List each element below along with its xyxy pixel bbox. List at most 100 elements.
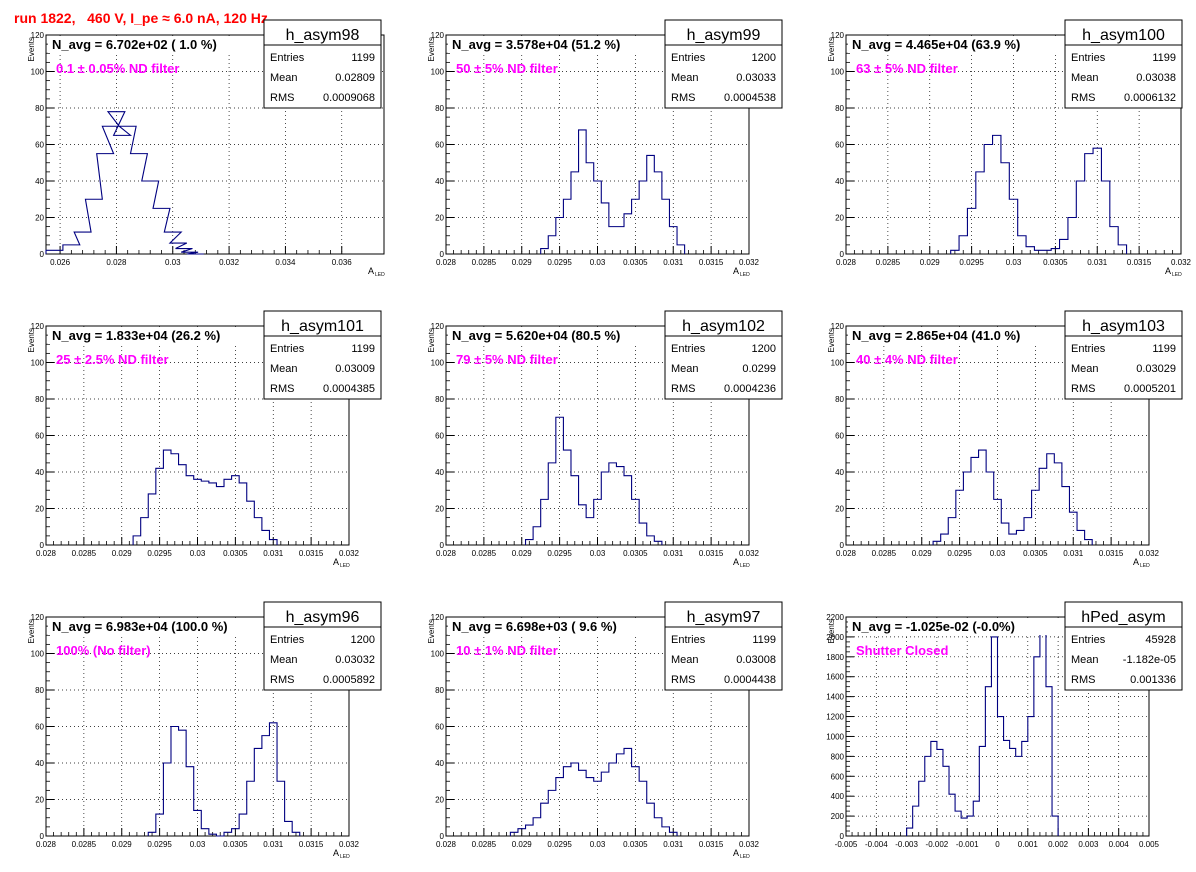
y-tick-label: 100 bbox=[431, 650, 445, 659]
x-tick-label: 0.0285 bbox=[472, 840, 497, 849]
panel-h_asym102: 0.028 0.0285 0.029 0.0295 0.03 0.0305 0.031 0.0… bbox=[427, 310, 783, 569]
y-tick-label: 40 bbox=[35, 468, 44, 477]
x-tick-label: 0.031 bbox=[663, 258, 684, 267]
x-tick-label: 0.032 bbox=[739, 840, 760, 849]
stats-value: 0.0006132 bbox=[1124, 92, 1176, 104]
x-tick-label: 0.0285 bbox=[72, 549, 97, 558]
stats-key: RMS bbox=[270, 383, 294, 395]
filter-label: 40 ± 4% ND filter bbox=[856, 352, 958, 367]
stats-value: 1199 bbox=[1152, 343, 1176, 355]
x-tick-label: 0.032 bbox=[339, 549, 360, 558]
x-tick-label: 0.001 bbox=[1018, 840, 1039, 849]
stats-value: 1199 bbox=[1152, 52, 1176, 64]
panel-h_asym97: 0.028 0.0285 0.029 0.0295 0.03 0.0305 0.031 0.0… bbox=[427, 601, 783, 860]
stats-key: Entries bbox=[270, 52, 305, 64]
x-tick-label: 0.03 bbox=[190, 549, 206, 558]
x-tick-label: 0.0305 bbox=[623, 258, 648, 267]
y-axis-label: Events bbox=[427, 328, 436, 352]
navg-box bbox=[448, 618, 670, 635]
x-tick-label: 0.0305 bbox=[1043, 258, 1068, 267]
stats-value: 0.03033 bbox=[736, 72, 776, 84]
stats-key: Mean bbox=[270, 72, 298, 84]
x-tick-label: 0.028 bbox=[836, 549, 857, 558]
x-tick-label: 0.0315 bbox=[1127, 258, 1152, 267]
x-tick-label: 0.031 bbox=[1087, 258, 1108, 267]
y-tick-label: 80 bbox=[35, 104, 44, 113]
stats-key: RMS bbox=[671, 674, 695, 686]
x-tick-label: 0.0295 bbox=[959, 258, 984, 267]
y-tick-label: 120 bbox=[31, 613, 45, 622]
y-tick-label: 120 bbox=[431, 613, 445, 622]
x-tick-label: 0.0305 bbox=[223, 549, 248, 558]
stats-key: Mean bbox=[671, 72, 699, 84]
y-tick-label: 40 bbox=[35, 759, 44, 768]
stats-value: 0.0004538 bbox=[724, 92, 776, 104]
y-tick-label: 80 bbox=[435, 395, 444, 404]
stats-title: h_asym101 bbox=[281, 318, 364, 335]
x-tick-label: 0.0305 bbox=[223, 840, 248, 849]
stats-value: 0.001336 bbox=[1130, 674, 1176, 686]
y-axis-label: Events bbox=[827, 328, 836, 352]
y-tick-label: 40 bbox=[435, 177, 444, 186]
stats-value: 0.02809 bbox=[335, 72, 375, 84]
stats-title: h_asym98 bbox=[286, 27, 360, 44]
y-axis-label: Events bbox=[27, 328, 36, 352]
histogram-series bbox=[932, 449, 1093, 545]
stats-value: 1199 bbox=[752, 634, 776, 646]
histogram-series bbox=[509, 747, 678, 836]
stats-box bbox=[664, 310, 783, 400]
filter-label: Shutter Closed bbox=[856, 643, 949, 658]
x-tick-label: -0.001 bbox=[956, 840, 979, 849]
y-axis-label: Events bbox=[427, 37, 436, 61]
y-tick-label: 40 bbox=[835, 468, 844, 477]
x-tick-label: 0.031 bbox=[1063, 549, 1084, 558]
x-tick-label: 0.0295 bbox=[547, 549, 572, 558]
x-tick-label: 0.03 bbox=[590, 258, 606, 267]
x-axis-label-sub: LED bbox=[740, 563, 750, 569]
histogram-series bbox=[906, 621, 1059, 836]
x-tick-label: 0.0315 bbox=[699, 549, 724, 558]
y-tick-label: 40 bbox=[435, 468, 444, 477]
y-tick-label: 20 bbox=[435, 505, 444, 514]
stats-key: Mean bbox=[1071, 363, 1099, 375]
stats-value: 0.0005892 bbox=[323, 674, 375, 686]
x-tick-label: 0.029 bbox=[920, 258, 941, 267]
y-tick-label: 600 bbox=[831, 772, 845, 781]
navg-box bbox=[448, 327, 670, 344]
x-axis-label: A bbox=[333, 848, 339, 858]
x-tick-label: 0.0285 bbox=[472, 549, 497, 558]
y-tick-label: 20 bbox=[835, 214, 844, 223]
y-tick-label: 60 bbox=[435, 141, 444, 150]
stats-value: 0.0004236 bbox=[724, 383, 776, 395]
x-tick-label: 0 bbox=[995, 840, 1000, 849]
stats-key: RMS bbox=[270, 674, 294, 686]
stats-value: 1199 bbox=[351, 343, 375, 355]
y-tick-label: 100 bbox=[431, 68, 445, 77]
x-tick-label: 0.0295 bbox=[147, 840, 172, 849]
stats-key: Mean bbox=[671, 363, 699, 375]
stats-box bbox=[1064, 19, 1183, 109]
y-tick-label: 20 bbox=[835, 505, 844, 514]
x-tick-label: 0.003 bbox=[1078, 840, 1099, 849]
stats-box bbox=[664, 601, 783, 691]
stats-value: 1200 bbox=[351, 634, 375, 646]
stats-value: 0.0299 bbox=[742, 363, 776, 375]
x-tick-label: 0.0315 bbox=[299, 549, 324, 558]
stats-value: 0.03032 bbox=[335, 654, 375, 666]
panel-h_asym98: 0.026 0.028 0.03 0.032 0.034 0.036 0 20 40 60 80 10… bbox=[27, 19, 385, 278]
panel-h_asym96: 0.028 0.0285 0.029 0.0295 0.03 0.0305 0.031 0.0… bbox=[27, 601, 382, 860]
stats-value: 0.0009068 bbox=[323, 92, 375, 104]
y-tick-label: 80 bbox=[435, 686, 444, 695]
stats-box bbox=[1064, 601, 1183, 691]
navg-text: N_avg = 4.465e+04 (63.9 %) bbox=[852, 37, 1020, 52]
x-axis-label: A bbox=[733, 848, 739, 858]
stats-value: 0.0004385 bbox=[323, 383, 375, 395]
y-tick-label: 0 bbox=[840, 541, 845, 550]
navg-box bbox=[448, 36, 670, 53]
stats-key: Entries bbox=[671, 52, 706, 64]
histogram-series bbox=[950, 134, 1128, 254]
y-tick-label: 120 bbox=[431, 322, 445, 331]
x-tick-label: 0.029 bbox=[912, 549, 933, 558]
x-tick-label: 0.031 bbox=[663, 840, 684, 849]
x-axis-label: A bbox=[733, 266, 739, 276]
